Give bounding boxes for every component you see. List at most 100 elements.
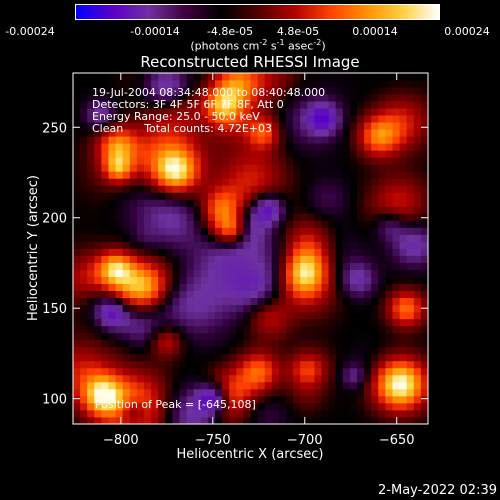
heatmap-cell	[286, 367, 294, 376]
heatmap-cell	[136, 220, 145, 228]
heatmap-cell	[101, 234, 109, 242]
heatmap-cell	[193, 178, 202, 186]
annotation-detectors: Detectors: 3F 4F 5F 6F 7F 8F, Att 0	[92, 98, 284, 111]
heatmap-cell	[236, 416, 244, 424]
heatmap-cell	[243, 227, 251, 235]
heatmap-cell	[264, 143, 273, 151]
heatmap-cell	[413, 402, 422, 411]
heatmap-cell	[165, 213, 173, 221]
heatmap-cell	[250, 80, 258, 88]
colorbar-tick-label: -4.8e-05	[206, 25, 254, 38]
heatmap-cell	[200, 171, 209, 179]
heatmap-cell	[129, 255, 138, 263]
heatmap-cell	[307, 339, 315, 348]
heatmap-cell	[257, 108, 266, 116]
heatmap-cell	[342, 367, 351, 376]
heatmap-cell	[357, 157, 365, 165]
heatmap-cell	[108, 262, 116, 270]
heatmap-cell	[222, 213, 230, 221]
heatmap-cell	[257, 101, 266, 109]
heatmap-cell	[307, 129, 315, 137]
heatmap-cell	[286, 206, 294, 214]
y-axis-label: Heliocentric Y (arcsec)	[26, 175, 41, 321]
heatmap-cell	[229, 367, 237, 376]
heatmap-cell	[328, 381, 337, 390]
heatmap-cell	[73, 409, 81, 418]
heatmap-cell	[115, 255, 124, 263]
heatmap-cell	[293, 129, 301, 137]
heatmap-cell	[349, 367, 358, 376]
heatmap-cell	[73, 220, 81, 228]
heatmap-cell	[144, 367, 152, 376]
heatmap-cell	[229, 276, 237, 284]
heatmap-cell	[349, 374, 358, 383]
x-tick-label: −750	[195, 433, 231, 448]
heatmap-cell	[392, 101, 400, 109]
heatmap-cell	[186, 409, 195, 418]
heatmap-cell	[342, 318, 351, 327]
heatmap-cell	[229, 206, 237, 214]
heatmap-cell	[307, 283, 315, 292]
heatmap-cell	[420, 101, 428, 109]
heatmap-cell	[94, 185, 102, 193]
heatmap-cell	[420, 87, 428, 95]
heatmap-cell	[321, 122, 329, 130]
heatmap-cell	[335, 206, 344, 214]
heatmap-cell	[108, 402, 116, 411]
heatmap-cell	[286, 171, 294, 179]
heatmap-cell	[144, 164, 152, 172]
heatmap-cell	[286, 87, 294, 95]
heatmap-cell	[335, 199, 344, 207]
heatmap-cell	[399, 255, 408, 263]
heatmap-cell	[385, 150, 393, 158]
heatmap-cell	[144, 199, 152, 207]
heatmap-cell	[250, 276, 258, 284]
heatmap-cell	[108, 346, 116, 355]
heatmap-cell	[179, 136, 187, 144]
heatmap-cell	[364, 73, 372, 81]
heatmap-cell	[115, 290, 124, 299]
heatmap-cell	[200, 388, 209, 397]
heatmap-cell	[172, 87, 180, 95]
heatmap-cell	[172, 367, 180, 376]
heatmap-cell	[136, 416, 145, 424]
heatmap-cell	[257, 360, 266, 369]
heatmap-cell	[172, 185, 180, 193]
heatmap-cell	[357, 241, 365, 249]
heatmap-cell	[413, 262, 422, 270]
heatmap-cell	[385, 129, 393, 137]
heatmap-cell	[101, 283, 109, 292]
heatmap-cell	[307, 185, 315, 193]
heatmap-cell	[151, 241, 159, 249]
heatmap-cell	[186, 115, 195, 123]
heatmap-cell	[349, 325, 358, 334]
heatmap-cell	[335, 143, 344, 151]
heatmap-cell	[286, 129, 294, 137]
heatmap-cell	[186, 150, 195, 158]
heatmap-cell	[172, 388, 180, 397]
heatmap-cell	[165, 150, 173, 158]
heatmap-cell	[286, 311, 294, 320]
heatmap-cell	[413, 115, 422, 123]
heatmap-cell	[371, 206, 379, 214]
heatmap-cell	[406, 318, 415, 327]
heatmap-cell	[136, 241, 145, 249]
heatmap-cell	[307, 304, 315, 313]
heatmap-cell	[236, 143, 244, 151]
heatmap-cell	[349, 150, 358, 158]
heatmap-cell	[207, 325, 216, 334]
heatmap-cell	[399, 388, 408, 397]
heatmap-cell	[250, 290, 258, 299]
heatmap-cell	[314, 150, 322, 158]
heatmap-cell	[342, 122, 351, 130]
heatmap-cell	[129, 122, 138, 130]
heatmap-cell	[399, 262, 408, 270]
heatmap-cell	[349, 262, 358, 270]
heatmap-cell	[236, 276, 244, 284]
heatmap-cell	[136, 206, 145, 214]
heatmap-cell	[229, 248, 237, 256]
heatmap-cell	[293, 227, 301, 235]
heatmap-cell	[378, 325, 386, 334]
heatmap-cell	[151, 192, 159, 200]
heatmap-cell	[314, 122, 322, 130]
